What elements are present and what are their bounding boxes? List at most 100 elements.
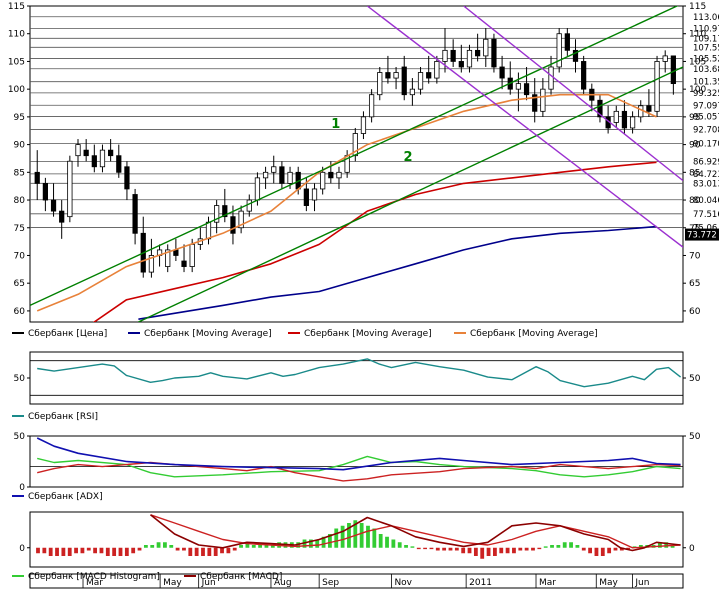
adx-line (36, 437, 681, 471)
candle-body (83, 149, 89, 157)
macd-histogram-bar (245, 542, 250, 548)
macd-histogram-bar (112, 547, 117, 556)
price-level-label: 99.325 (693, 89, 719, 99)
macd-histogram-bar (264, 545, 269, 548)
adx-left-tick-label: 0 (19, 483, 25, 493)
macd-histogram-bar (607, 547, 612, 554)
price-right-tick-label: 115 (689, 2, 706, 12)
macd-histogram-bar (86, 547, 91, 551)
macd-histogram-bar (105, 547, 110, 556)
macd-right-tick-label: 0 (689, 544, 695, 554)
price-left-tick-label: 105 (8, 57, 25, 67)
candle-body (320, 171, 326, 190)
candle-body (368, 94, 375, 118)
macd-histogram-bar (182, 547, 186, 551)
candle-body (613, 110, 619, 123)
macd-histogram-bar (429, 547, 434, 550)
rsi-right-tick-label: 50 (689, 374, 701, 384)
price-level-label: 86.929 (693, 158, 719, 168)
channel-line (463, 6, 683, 182)
candle-body (434, 61, 440, 79)
candle-body (148, 255, 155, 273)
macd-histogram-bar (201, 547, 205, 556)
rsi-legend: Сбербанк [RSI] (28, 412, 98, 422)
candle-body (214, 205, 220, 223)
candle-body (629, 116, 636, 129)
candle-body (75, 144, 81, 157)
macd-histogram-bar (80, 547, 85, 554)
macd-histogram-bar (353, 520, 358, 548)
macd-histogram-bar (213, 547, 218, 556)
price-left-tick-label: 80 (14, 196, 26, 206)
macd-histogram-bar (347, 523, 351, 548)
price-right-tick-label: 60 (689, 307, 701, 317)
time-axis-frame (29, 573, 684, 589)
candle-body (377, 72, 383, 96)
macd-histogram-bar (638, 545, 643, 548)
price-left-tick-label: 85 (14, 168, 25, 178)
price-level-label: 84.723 (693, 170, 719, 180)
candle-body (254, 177, 261, 201)
macd-histogram-bar (42, 547, 47, 554)
candle-body (124, 166, 130, 190)
price-level-label: 77.516 (693, 210, 719, 220)
candle-body (132, 194, 138, 234)
candle-body (246, 199, 252, 212)
macd-histogram-bar (226, 547, 231, 554)
candle-body (222, 205, 228, 218)
price-right-tick-label: 70 (689, 251, 701, 261)
candle-body (458, 61, 464, 68)
candle-body (108, 149, 114, 157)
candle-body (67, 160, 73, 218)
macd-histogram-bar (175, 547, 180, 551)
price-left-tick-label: 60 (14, 307, 26, 317)
macd-histogram-bar (207, 547, 212, 556)
macd-histogram-bar (188, 547, 193, 556)
macd-histogram-bar (505, 547, 510, 554)
macd-histogram-bar (480, 547, 485, 559)
rsi-left-tick-label: 50 (14, 374, 26, 384)
macd-histogram-bar (372, 528, 377, 548)
price-level-label: 92.708 (693, 126, 719, 136)
price-right-tick-label: 110 (689, 30, 706, 40)
candle-body (523, 83, 530, 96)
candle-body (360, 116, 367, 134)
candle-body (59, 210, 65, 223)
macd-histogram-bar (613, 547, 618, 551)
candle-body (230, 216, 236, 234)
price-left-tick-label: 115 (8, 2, 25, 12)
price-level-label: 97.097 (693, 101, 719, 111)
candle-body (409, 88, 415, 96)
time-axis-label: Sep (322, 578, 339, 588)
candle-body (393, 72, 399, 79)
price-legend-price: Сбербанк [Цена] (28, 329, 107, 339)
price-level-label: 95.057 (693, 113, 719, 123)
price-right-tick-label: 95 (689, 113, 700, 123)
price-level-label: 105.52 (693, 55, 719, 65)
time-axis-label: Nov (394, 578, 412, 588)
macd-histogram-bar (588, 547, 593, 554)
price-left-tick-label: 65 (14, 279, 25, 289)
macd-histogram-bar (550, 545, 554, 548)
trendline (138, 66, 683, 322)
candle-body (466, 49, 473, 68)
candle-body (638, 105, 644, 118)
macd-histogram-bar (61, 547, 66, 556)
macd-histogram-bar (328, 534, 332, 548)
macd-histogram-bar (251, 545, 256, 548)
price-right-tick-label: 100 (689, 85, 706, 95)
macd-histogram-bar (334, 528, 339, 548)
candle-body (181, 260, 187, 267)
candle-body (34, 171, 40, 184)
time-axis-label: May (163, 578, 182, 588)
candle-body (564, 33, 570, 51)
candle-body (417, 72, 424, 90)
price-level-label: 75.06 (693, 223, 717, 233)
macd-histogram-bar (543, 546, 548, 548)
macd-histogram-bar (670, 545, 675, 548)
candle-body (271, 166, 277, 173)
macd-histogram-bar (518, 547, 523, 551)
macd-histogram-bar (48, 547, 53, 556)
candle-body (548, 66, 554, 90)
price-left-tick-label: 90 (14, 141, 26, 151)
